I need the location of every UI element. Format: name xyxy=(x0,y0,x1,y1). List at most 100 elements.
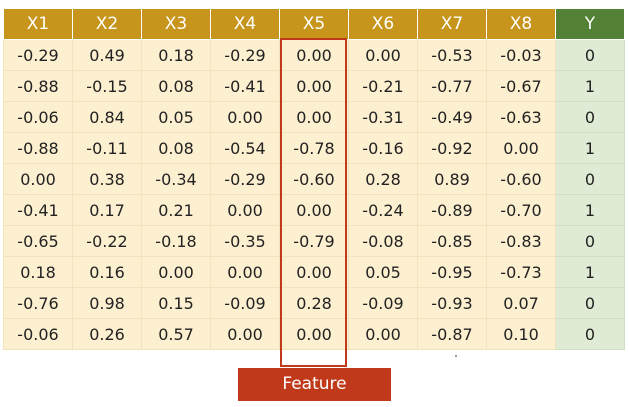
cell-x8: 0.00 xyxy=(486,132,556,164)
feature-label: Feature xyxy=(238,368,391,401)
cell-x8: -0.70 xyxy=(486,194,556,226)
cell-x8: -0.67 xyxy=(486,70,556,102)
cell-x8: -0.60 xyxy=(486,163,556,195)
column-header-x4: X4 xyxy=(210,8,280,40)
cell-x8: -0.73 xyxy=(486,256,556,288)
cell-x5: 0.00 xyxy=(279,194,349,226)
cell-x5: 0.00 xyxy=(279,39,349,71)
cell-y: 1 xyxy=(555,256,625,288)
cell-x2: 0.26 xyxy=(72,318,142,350)
cell-x6: -0.16 xyxy=(348,132,418,164)
cell-x3: 0.21 xyxy=(141,194,211,226)
cell-x4: -0.29 xyxy=(210,39,280,71)
cell-x5: -0.79 xyxy=(279,225,349,257)
cell-x5: 0.00 xyxy=(279,70,349,102)
column-header-x8: X8 xyxy=(486,8,556,40)
cell-x3: -0.34 xyxy=(141,163,211,195)
cell-x6: -0.09 xyxy=(348,287,418,319)
table-row: -0.06 0.84 0.05 0.00 0.00 -0.31 -0.49 -0.63 0 xyxy=(3,101,625,133)
cell-y: 1 xyxy=(555,132,625,164)
cell-y: 0 xyxy=(555,225,625,257)
cell-x1: -0.41 xyxy=(3,194,73,226)
cell-x2: 0.16 xyxy=(72,256,142,288)
cell-x2: 0.98 xyxy=(72,287,142,319)
table-row: -0.65 -0.22 -0.18 -0.35 -0.79 -0.08 -0.85 -0.83… xyxy=(3,225,625,257)
table-row: -0.88 -0.15 0.08 -0.41 0.00 -0.21 -0.77 -0.67 1 xyxy=(3,70,625,102)
cell-x6: 0.00 xyxy=(348,318,418,350)
cell-x3: 0.08 xyxy=(141,70,211,102)
cell-x5: -0.78 xyxy=(279,132,349,164)
cell-x4: -0.29 xyxy=(210,163,280,195)
cell-x2: -0.22 xyxy=(72,225,142,257)
table-row: -0.06 0.26 0.57 0.00 0.00 0.00 -0.87 0.10 0 xyxy=(3,318,625,350)
data-table: X1 X2 X3 X4 X5 X6 X7 X8 Y -0.29 0.49 0.18 -0.29 0.00… xyxy=(3,8,625,350)
cell-x5: 0.00 xyxy=(279,318,349,350)
table-row: 0.18 0.16 0.00 0.00 0.00 0.05 -0.95 -0.73 1 xyxy=(3,256,625,288)
cell-x6: -0.24 xyxy=(348,194,418,226)
cell-x3: 0.00 xyxy=(141,256,211,288)
cell-y: 0 xyxy=(555,163,625,195)
cell-x1: 0.18 xyxy=(3,256,73,288)
cell-x4: -0.41 xyxy=(210,70,280,102)
cell-x5: 0.00 xyxy=(279,256,349,288)
cell-x6: -0.21 xyxy=(348,70,418,102)
cell-x5: -0.60 xyxy=(279,163,349,195)
cell-x6: -0.31 xyxy=(348,101,418,133)
cell-x7: -0.85 xyxy=(417,225,487,257)
cell-x7: -0.89 xyxy=(417,194,487,226)
cell-x7: -0.53 xyxy=(417,39,487,71)
cell-x3: 0.08 xyxy=(141,132,211,164)
column-header-x3: X3 xyxy=(141,8,211,40)
cell-y: 0 xyxy=(555,39,625,71)
cell-x4: 0.00 xyxy=(210,318,280,350)
cell-x1: -0.06 xyxy=(3,101,73,133)
cell-x8: -0.83 xyxy=(486,225,556,257)
column-header-x2: X2 xyxy=(72,8,142,40)
cell-y: 0 xyxy=(555,318,625,350)
column-header-x1: X1 xyxy=(3,8,73,40)
cell-x1: -0.29 xyxy=(3,39,73,71)
table-row: -0.76 0.98 0.15 -0.09 0.28 -0.09 -0.93 0.07 0 xyxy=(3,287,625,319)
cell-x1: -0.76 xyxy=(3,287,73,319)
cell-x1: -0.88 xyxy=(3,132,73,164)
column-header-y: Y xyxy=(555,8,625,40)
table-row: 0.00 0.38 -0.34 -0.29 -0.60 0.28 0.89 -0.60 0 xyxy=(3,163,625,195)
cell-x4: 0.00 xyxy=(210,256,280,288)
cell-x3: 0.57 xyxy=(141,318,211,350)
cell-x8: 0.07 xyxy=(486,287,556,319)
cell-y: 0 xyxy=(555,287,625,319)
cell-x2: -0.15 xyxy=(72,70,142,102)
cell-x6: 0.28 xyxy=(348,163,418,195)
cell-x8: -0.03 xyxy=(486,39,556,71)
cell-x2: 0.17 xyxy=(72,194,142,226)
cell-x7: -0.92 xyxy=(417,132,487,164)
cell-x7: -0.93 xyxy=(417,287,487,319)
cell-x6: -0.08 xyxy=(348,225,418,257)
column-header-x5: X5 xyxy=(279,8,349,40)
column-header-x6: X6 xyxy=(348,8,418,40)
header-row: X1 X2 X3 X4 X5 X6 X7 X8 Y xyxy=(3,8,625,40)
cell-x6: 0.00 xyxy=(348,39,418,71)
cell-x4: -0.09 xyxy=(210,287,280,319)
cell-x2: 0.84 xyxy=(72,101,142,133)
cell-x8: -0.63 xyxy=(486,101,556,133)
table-row: -0.41 0.17 0.21 0.00 0.00 -0.24 -0.89 -0.70 1 xyxy=(3,194,625,226)
cell-x8: 0.10 xyxy=(486,318,556,350)
cell-x7: -0.49 xyxy=(417,101,487,133)
stray-dot xyxy=(455,355,457,357)
cell-x3: 0.18 xyxy=(141,39,211,71)
cell-y: 1 xyxy=(555,194,625,226)
cell-x4: -0.54 xyxy=(210,132,280,164)
column-header-x7: X7 xyxy=(417,8,487,40)
cell-x7: -0.87 xyxy=(417,318,487,350)
cell-x3: -0.18 xyxy=(141,225,211,257)
cell-x5: 0.00 xyxy=(279,101,349,133)
cell-x2: -0.11 xyxy=(72,132,142,164)
cell-y: 1 xyxy=(555,70,625,102)
cell-x3: 0.05 xyxy=(141,101,211,133)
cell-x6: 0.05 xyxy=(348,256,418,288)
table-body: -0.29 0.49 0.18 -0.29 0.00 0.00 -0.53 -0.03 0 -0.… xyxy=(3,39,625,350)
cell-x2: 0.38 xyxy=(72,163,142,195)
cell-x1: -0.88 xyxy=(3,70,73,102)
cell-x4: 0.00 xyxy=(210,101,280,133)
